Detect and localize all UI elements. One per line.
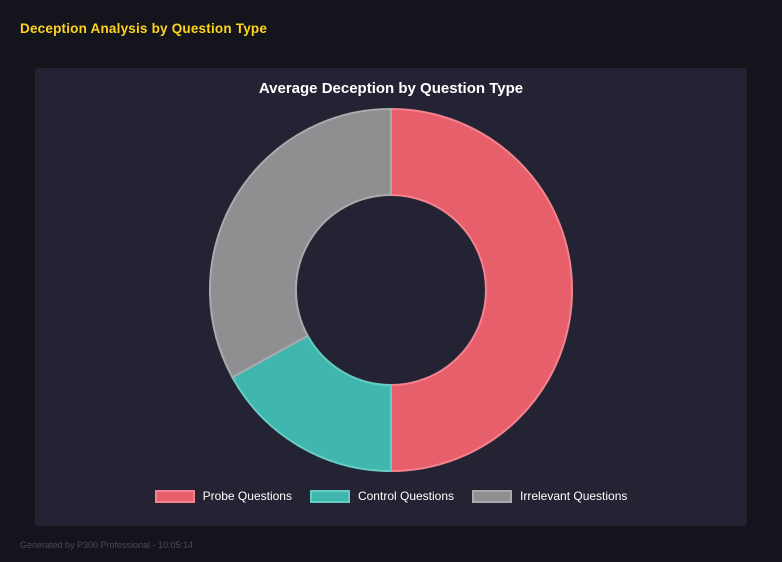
legend-label-control: Control Questions [357,489,455,503]
chart-title: Average Deception by Question Type [258,80,524,97]
legend-item-irrelevant-questions[interactable]: Irrelevant Questions [472,489,627,503]
footer-text: Generated by P300 Professional - 10:05:1… [20,540,194,550]
chart-panel: Average Deception by Question Type Probe… [35,68,747,526]
donut-segment-2[interactable] [208,107,392,379]
legend-swatch-irrelevant [472,489,513,503]
donut-segment-0[interactable] [390,107,573,473]
legend-label-probe: Probe Questions [202,489,292,503]
legend-swatch-probe [154,489,195,503]
doughnut-svg [208,107,573,473]
doughnut-chart [201,101,581,479]
donut-segment-1[interactable] [231,334,392,473]
chart-legend: Probe Questions Control Questions Irrele… [154,489,627,503]
legend-item-control-questions[interactable]: Control Questions [309,489,455,503]
legend-swatch-control [309,489,350,503]
legend-label-irrelevant: Irrelevant Questions [520,489,628,503]
page-title: Deception Analysis by Question Type [20,21,268,36]
legend-item-probe-questions[interactable]: Probe Questions [154,489,292,503]
